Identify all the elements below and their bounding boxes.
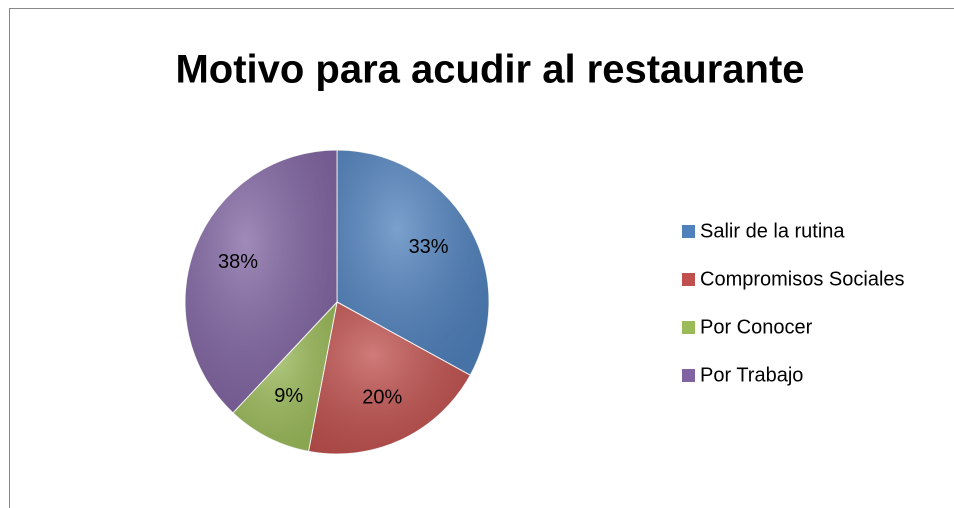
data-label: 9% [274,385,303,407]
legend-label: Compromisos Sociales [700,268,905,290]
chart-title: Motivo para acudir al restaurante [175,48,804,92]
legend-label: Por Conocer [700,316,813,338]
data-label: 20% [362,387,402,409]
legend-label: Salir de la rutina [700,220,845,242]
legend-swatch [682,321,695,334]
legend-swatch [682,273,695,286]
data-label: 33% [409,236,449,258]
legend-label: Por Trabajo [700,364,803,386]
data-label: 38% [218,251,258,273]
legend-swatch [682,225,695,238]
legend-swatch [682,369,695,382]
